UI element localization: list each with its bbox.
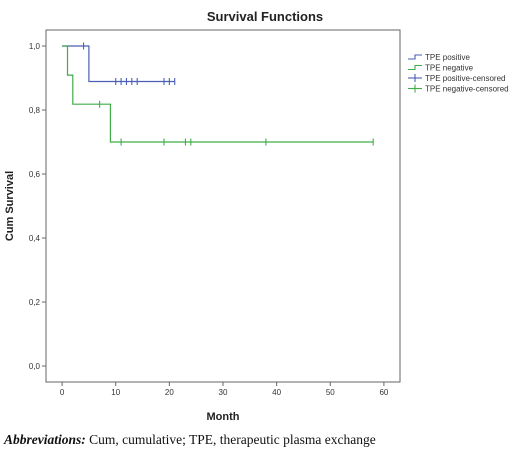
x-tick-label: 30 (219, 388, 228, 397)
series-area (62, 42, 374, 146)
legend-line-swatch (408, 64, 422, 71)
y-tick-label: 0,8 (29, 106, 41, 115)
survival-chart: Survival Functions 0 10 20 30 40 50 60 0,0 0,2 0,… (4, 9, 509, 423)
axes: 0 10 20 30 40 50 60 0,0 0,2 0,4 0,6 0,8 1,0 (29, 42, 389, 397)
x-tick-label: 60 (379, 388, 388, 397)
x-tick-label: 0 (60, 388, 65, 397)
y-axis-title: Cum Survival (4, 171, 16, 241)
series-line-tpe-negative (62, 45, 374, 143)
y-tick-label: 0,6 (29, 170, 41, 179)
x-tick-label: 40 (272, 388, 281, 397)
x-axis-title: Month (207, 411, 240, 423)
chart-title: Survival Functions (207, 9, 323, 24)
x-tick-label: 10 (111, 388, 120, 397)
caption-text: Cum, cumulative; TPE, therapeutic plasma… (85, 432, 376, 447)
legend-label: TPE positive-censored (425, 74, 505, 83)
x-tick-label: 50 (326, 388, 335, 397)
legend-label: TPE negative (425, 64, 474, 73)
y-tick-label: 0,2 (29, 298, 41, 307)
figure-caption: Abbreviations: Cum, cumulative; TPE, the… (4, 432, 522, 448)
legend-line-swatch (408, 54, 422, 60)
plot-frame (45, 29, 401, 383)
legend-label: TPE positive (425, 53, 470, 62)
caption-label: Abbreviations: (4, 432, 86, 447)
y-tick-label: 0,0 (29, 362, 41, 371)
y-tick-label: 0,4 (29, 234, 41, 243)
legend-label: TPE negative-censored (425, 85, 509, 94)
x-tick-label: 20 (165, 388, 174, 397)
y-tick-label: 1,0 (29, 42, 41, 51)
